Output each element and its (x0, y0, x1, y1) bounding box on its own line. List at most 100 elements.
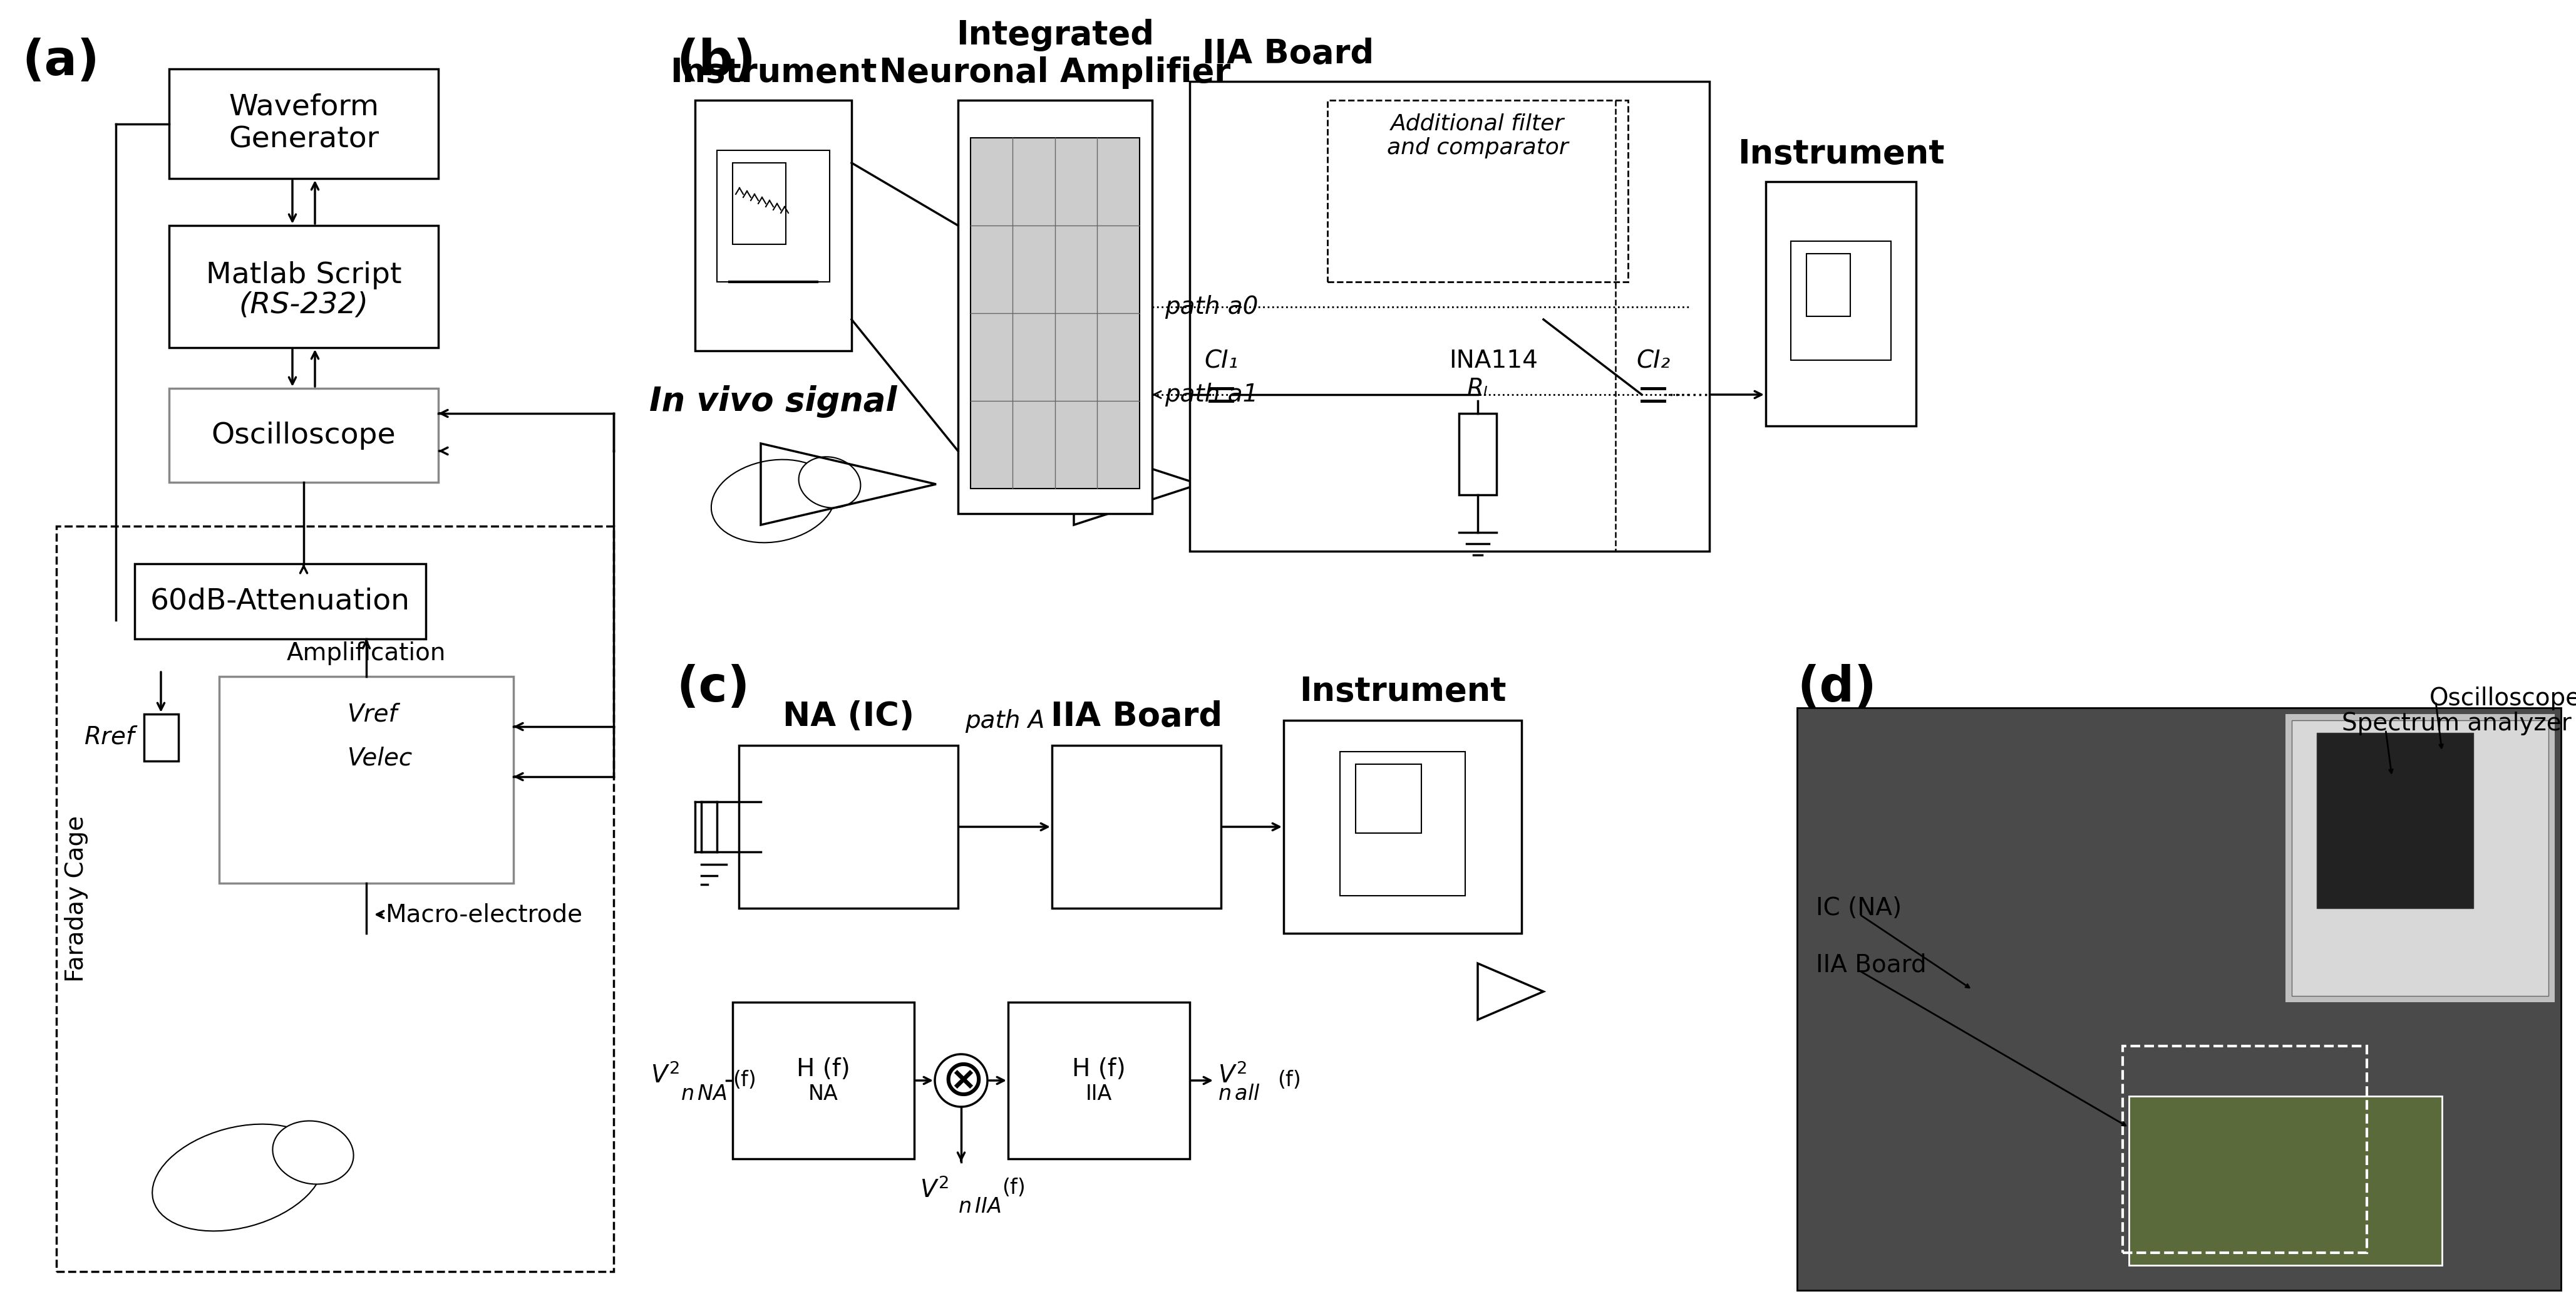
Text: $V^2$: $V^2$ (1218, 1063, 1247, 1088)
Bar (732, 163, 786, 244)
Bar (1355, 764, 1422, 832)
Text: IIA: IIA (1084, 1084, 1113, 1105)
Text: H (f): H (f) (1072, 1057, 1126, 1082)
Bar (1007, 1002, 1190, 1159)
Text: Faraday Cage: Faraday Cage (64, 815, 88, 982)
Text: Rref: Rref (85, 725, 134, 749)
Bar (2316, 733, 2473, 909)
Circle shape (1427, 880, 1440, 893)
Text: (c): (c) (677, 663, 750, 712)
Text: Spectrum analyzer: Spectrum analyzer (2342, 712, 2571, 735)
Text: path a1: path a1 (1164, 383, 1257, 406)
Text: IIA Board: IIA Board (1051, 700, 1221, 733)
Bar (170, 388, 438, 482)
Text: H (f): H (f) (796, 1057, 850, 1082)
Text: (a): (a) (23, 38, 100, 85)
Ellipse shape (711, 460, 835, 543)
Circle shape (1806, 349, 1814, 359)
Text: $n\,IIA$: $n\,IIA$ (958, 1197, 1002, 1217)
Text: CI₁: CI₁ (1203, 349, 1239, 372)
Text: Waveform
Generator: Waveform Generator (229, 93, 379, 155)
Bar (1790, 241, 1891, 361)
Bar (2128, 1096, 2442, 1265)
Bar (1458, 413, 1497, 494)
Bar (170, 69, 438, 178)
Text: NA: NA (809, 1084, 837, 1105)
Circle shape (729, 312, 744, 326)
Circle shape (1445, 856, 1461, 873)
Text: NA (IC): NA (IC) (783, 700, 914, 733)
Text: Oscilloscope: Oscilloscope (2429, 687, 2576, 711)
Text: $n\,all$: $n\,all$ (1218, 1084, 1260, 1105)
Text: (f): (f) (1002, 1177, 1025, 1198)
Circle shape (1875, 328, 1888, 342)
Circle shape (814, 253, 827, 267)
Text: Oscilloscope: Oscilloscope (211, 421, 397, 450)
Bar (732, 1002, 914, 1159)
Bar (1051, 746, 1221, 909)
Text: (f): (f) (1278, 1070, 1301, 1091)
Bar (739, 746, 958, 909)
Circle shape (935, 1054, 987, 1106)
Text: $V^2$: $V^2$ (652, 1063, 680, 1088)
Bar (170, 225, 438, 347)
Text: (d): (d) (1798, 663, 1875, 712)
Bar (144, 714, 178, 762)
Bar (958, 100, 1151, 514)
Bar (971, 138, 1139, 489)
Circle shape (796, 253, 811, 267)
Circle shape (1842, 349, 1852, 359)
Bar (134, 564, 425, 638)
Text: INA114: INA114 (1448, 349, 1538, 372)
Text: Velec: Velec (348, 746, 412, 770)
Text: $V^2$: $V^2$ (920, 1177, 948, 1202)
Text: Vref: Vref (348, 703, 397, 726)
Text: Integrated
Neuronal Amplifier: Integrated Neuronal Amplifier (878, 18, 1231, 89)
Circle shape (752, 312, 768, 326)
Bar (2285, 714, 2555, 1002)
Bar (2123, 1046, 2367, 1253)
Bar (1283, 720, 1522, 933)
Text: Instrument: Instrument (1298, 675, 1507, 708)
Text: (b): (b) (677, 38, 755, 85)
Text: 60dB-Attenuation: 60dB-Attenuation (149, 587, 410, 615)
Text: path A: path A (966, 709, 1046, 733)
Bar (2293, 720, 2548, 996)
Text: IC (NA): IC (NA) (1816, 897, 1901, 920)
Bar (716, 151, 829, 282)
Ellipse shape (152, 1124, 325, 1231)
Ellipse shape (799, 456, 860, 507)
Ellipse shape (273, 1121, 353, 1184)
Bar (219, 676, 513, 884)
Bar (696, 100, 853, 351)
Text: Additional filter
and comparator: Additional filter and comparator (1386, 113, 1569, 159)
Text: Instrument: Instrument (1736, 138, 1945, 170)
Bar (1806, 254, 1850, 316)
Circle shape (1427, 856, 1445, 873)
Bar (57, 526, 613, 1272)
Circle shape (1401, 880, 1414, 893)
Circle shape (1860, 328, 1873, 342)
Bar (1798, 708, 2561, 1290)
Circle shape (778, 312, 793, 326)
Text: $n\,NA$: $n\,NA$ (680, 1084, 726, 1105)
Ellipse shape (1893, 1027, 2112, 1165)
Text: IIA Board: IIA Board (1203, 38, 1373, 71)
Text: IIA Board: IIA Board (1816, 953, 1927, 977)
Bar (1340, 751, 1466, 895)
Circle shape (1381, 880, 1394, 893)
Ellipse shape (2053, 990, 2166, 1078)
Circle shape (1860, 349, 1870, 359)
Text: $\otimes$: $\otimes$ (940, 1055, 981, 1106)
Circle shape (1358, 880, 1370, 893)
Text: Rₗ: Rₗ (1468, 378, 1489, 401)
Circle shape (1824, 349, 1834, 359)
Bar (1327, 100, 1628, 282)
Circle shape (804, 312, 819, 326)
Text: Amplification: Amplification (286, 641, 446, 665)
Text: CI₂: CI₂ (1636, 349, 1669, 372)
Text: In vivo signal: In vivo signal (649, 385, 896, 418)
Text: Macro-electrode: Macro-electrode (384, 902, 582, 927)
Bar (1765, 182, 1917, 426)
Bar (1190, 81, 1710, 551)
